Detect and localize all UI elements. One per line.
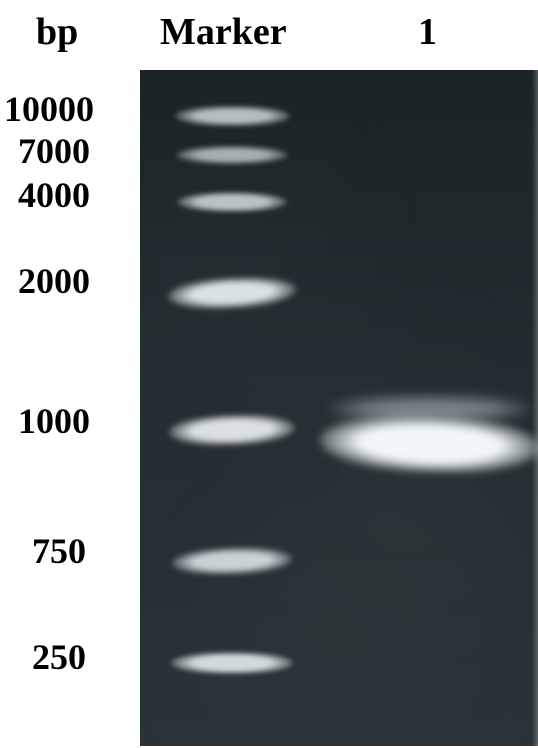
gel-edge-highlight	[532, 70, 538, 746]
header-row: bp Marker 1	[0, 0, 538, 70]
size-label-2000: 2000	[18, 260, 90, 302]
size-label-4000: 4000	[18, 174, 90, 216]
bp-unit-label: bp	[36, 10, 78, 54]
marker-band-0	[175, 106, 290, 126]
size-label-10000: 10000	[4, 88, 94, 130]
marker-band-6	[171, 652, 293, 674]
size-label-1000: 1000	[18, 400, 90, 442]
size-label-750: 750	[32, 530, 86, 572]
marker-band-1	[176, 146, 288, 164]
size-label-250: 250	[32, 636, 86, 678]
marker-lane-label: Marker	[160, 10, 287, 54]
gel-image	[140, 70, 538, 746]
marker-band-2	[177, 192, 287, 212]
size-label-7000: 7000	[18, 130, 90, 172]
sample-band-1	[330, 396, 530, 422]
lane-1-label: 1	[418, 10, 437, 54]
